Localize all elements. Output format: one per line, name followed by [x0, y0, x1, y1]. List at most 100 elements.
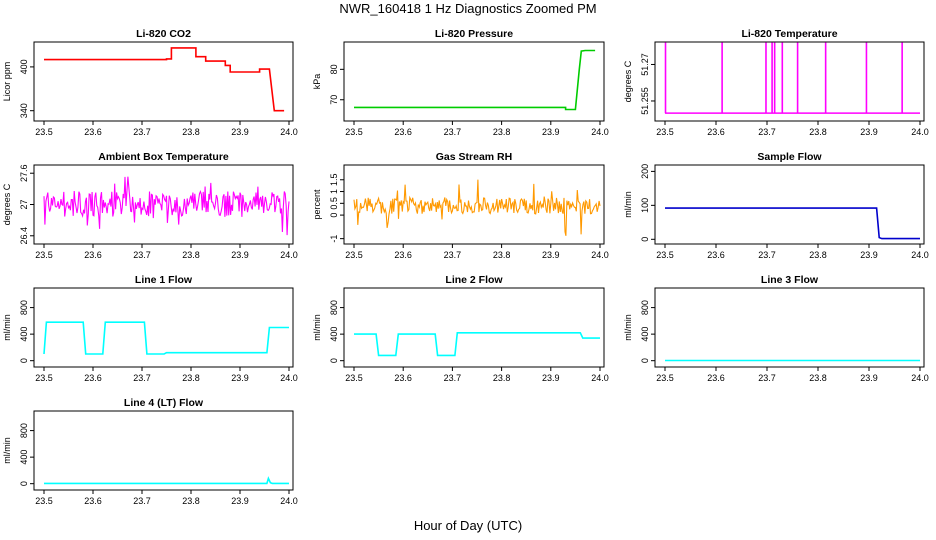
x-tick-label: 23.7 [758, 250, 776, 260]
panel-line1: Line 1 Flow ml/min 23.5 23.6 23.7 23.8 23.9 24.… [2, 274, 298, 383]
x-tick-label: 23.5 [656, 373, 674, 383]
x-tick-label: 23.8 [182, 373, 200, 383]
x-tick-label: 24.0 [591, 373, 609, 383]
panel-line3: Line 3 Flow ml/min 23.5 23.6 23.7 23.8 23.9 24.… [623, 274, 929, 383]
x-tick-label: 23.6 [707, 127, 725, 137]
plot-frame [343, 287, 605, 368]
panel-title: Line 2 Flow [445, 274, 503, 286]
y-tick-label: 800 [329, 300, 339, 315]
x-tick-label: 23.5 [345, 373, 363, 383]
y-axis-label: percent [312, 189, 322, 220]
panel-sample_flow: Sample Flow ml/min 23.5 23.6 23.7 23.8 23.9 24.… [623, 151, 929, 260]
y-tick-label: 0 [19, 481, 29, 486]
x-tick-label: 24.0 [280, 496, 298, 506]
x-tick-label: 23.6 [84, 250, 102, 260]
panel-title: Sample Flow [757, 151, 822, 163]
y-axis-label: ml/min [623, 314, 633, 341]
panel-line2: Line 2 Flow ml/min 23.5 23.6 23.7 23.8 23.9 24.… [312, 274, 609, 383]
y-tick-label: 51.27 [640, 53, 650, 76]
x-tick-label: 23.7 [133, 250, 151, 260]
x-tick-label: 23.6 [707, 373, 725, 383]
plot-frame [343, 41, 605, 122]
panel-title: Li-820 Pressure [435, 28, 513, 40]
x-tick-label: 23.5 [345, 250, 363, 260]
x-tick-label: 23.9 [542, 250, 560, 260]
x-tick-label: 23.6 [84, 373, 102, 383]
y-axis-label: degrees C [623, 60, 633, 102]
panel-gas_rh: Gas Stream RH percent 23.5 23.6 23.7 23.8 23.9… [312, 151, 609, 260]
panel-line4: Line 4 (LT) Flow ml/min 23.5 23.6 23.7 23.8 23… [2, 397, 298, 506]
x-tick-label: 24.0 [591, 250, 609, 260]
x-axis-label: Hour of Day (UTC) [413, 518, 523, 533]
y-tick-label: 27 [19, 199, 29, 209]
panel-co2: Li-820 CO2 Licor ppm 23.5 23.6 23.7 23.8 23.9 2… [2, 28, 298, 137]
plot-frame [33, 287, 294, 368]
series-line [353, 179, 601, 236]
x-tick-label: 23.8 [809, 127, 827, 137]
y-tick-label: 800 [19, 300, 29, 315]
x-tick-label: 23.9 [860, 373, 878, 383]
plot-frame [654, 287, 925, 368]
plot-frame [654, 164, 925, 245]
x-tick-label: 23.6 [707, 250, 725, 260]
y-axis-label: degrees C [2, 183, 12, 225]
x-tick-label: 23.7 [444, 373, 462, 383]
x-tick-label: 23.8 [809, 250, 827, 260]
y-tick-label: 27.6 [19, 164, 29, 182]
x-tick-label: 23.6 [394, 127, 412, 137]
x-tick-label: 23.6 [84, 127, 102, 137]
x-tick-label: 23.7 [444, 127, 462, 137]
x-tick-label: 23.9 [860, 127, 878, 137]
plot-frame [33, 41, 294, 122]
x-tick-label: 23.7 [444, 250, 462, 260]
x-tick-label: 23.6 [394, 250, 412, 260]
x-tick-label: 23.7 [758, 127, 776, 137]
panel-title: Ambient Box Temperature [98, 151, 229, 163]
x-tick-label: 23.6 [394, 373, 412, 383]
panel-title: Li-820 CO2 [136, 28, 191, 40]
y-tick-label: 0 [329, 213, 339, 218]
y-tick-label: 26.4 [19, 227, 29, 245]
page-title: NWR_160418 1 Hz Diagnostics Zoomed PM [339, 1, 597, 16]
x-tick-label: 23.7 [133, 373, 151, 383]
x-tick-label: 23.5 [345, 127, 363, 137]
plot-frame [654, 41, 925, 122]
y-tick-label: 400 [19, 59, 29, 74]
x-tick-label: 23.5 [35, 373, 53, 383]
x-tick-label: 23.8 [182, 496, 200, 506]
y-tick-label: 800 [640, 300, 650, 315]
series-line [44, 47, 285, 112]
x-tick-label: 23.8 [182, 127, 200, 137]
series-line [665, 207, 920, 240]
y-tick-label: 80 [329, 64, 339, 74]
x-tick-label: 23.9 [231, 127, 249, 137]
y-axis-label: ml/min [2, 314, 12, 341]
y-tick-label: 70 [329, 95, 339, 105]
y-tick-label: 0 [640, 237, 650, 242]
x-tick-label: 23.9 [542, 373, 560, 383]
series-line [354, 49, 596, 111]
x-tick-label: 23.7 [133, 496, 151, 506]
x-tick-label: 24.0 [911, 127, 929, 137]
series-line [354, 332, 600, 357]
x-tick-label: 24.0 [280, 250, 298, 260]
x-tick-label: 23.5 [35, 127, 53, 137]
y-tick-label: 1 [329, 189, 339, 194]
y-axis-label: ml/min [2, 437, 12, 464]
x-tick-label: 23.5 [656, 127, 674, 137]
x-tick-label: 23.8 [182, 250, 200, 260]
y-tick-label: 800 [19, 423, 29, 438]
x-tick-label: 23.8 [493, 250, 511, 260]
x-tick-label: 23.8 [493, 127, 511, 137]
x-tick-label: 24.0 [591, 127, 609, 137]
y-tick-label: 400 [329, 327, 339, 342]
x-tick-label: 23.9 [231, 373, 249, 383]
x-tick-label: 24.0 [280, 373, 298, 383]
panel-title: Line 1 Flow [135, 274, 193, 286]
x-tick-label: 23.6 [84, 496, 102, 506]
y-tick-label: -1 [329, 235, 339, 243]
y-tick-label: 400 [640, 327, 650, 342]
panel-pressure: Li-820 Pressure kPa 23.5 23.6 23.7 23.8 23.9 24… [312, 28, 609, 137]
plot-frame [33, 410, 294, 491]
